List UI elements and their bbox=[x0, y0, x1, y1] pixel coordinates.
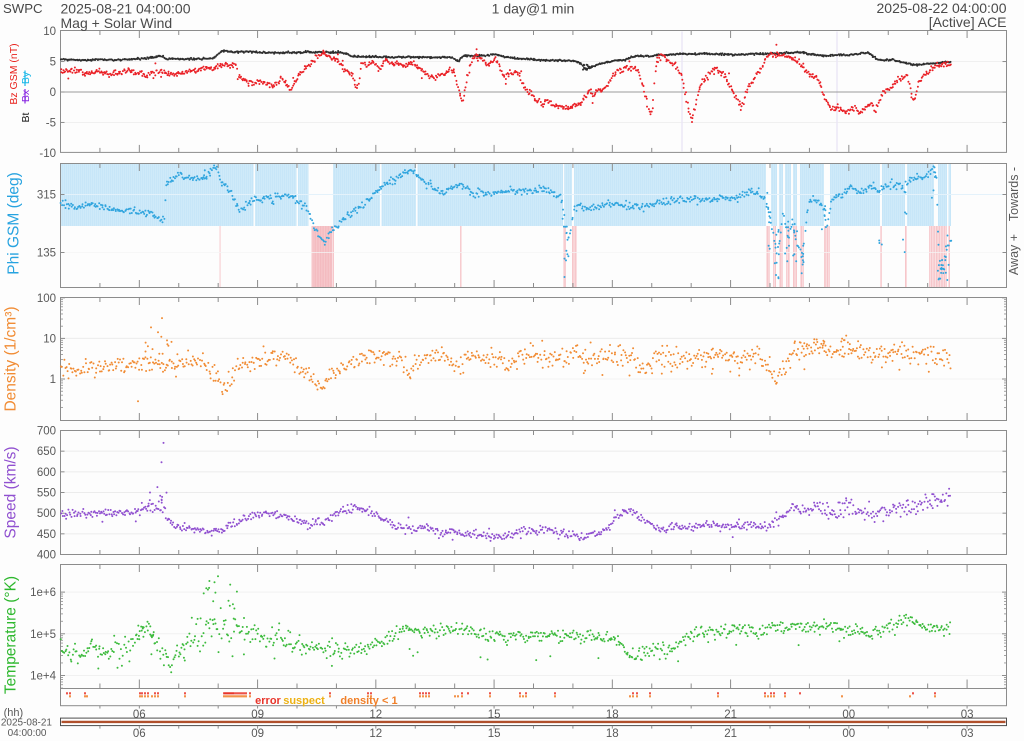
svg-text:1: 1 bbox=[50, 374, 56, 386]
svg-text:315: 315 bbox=[37, 190, 56, 202]
svg-text:Bt: Bt bbox=[20, 112, 32, 122]
svg-text:2025-08-21: 2025-08-21 bbox=[1, 717, 53, 728]
svg-text:500: 500 bbox=[37, 508, 56, 520]
svg-text:12: 12 bbox=[369, 728, 382, 740]
svg-text:550: 550 bbox=[37, 488, 56, 500]
svg-text:Mag + Solar Wind: Mag + Solar Wind bbox=[61, 15, 173, 31]
svg-text:SWPC: SWPC bbox=[3, 1, 43, 16]
svg-text:Away +: Away + bbox=[1007, 234, 1021, 275]
svg-text:09: 09 bbox=[251, 728, 264, 740]
svg-text:450: 450 bbox=[37, 529, 56, 541]
svg-text:2025-08-22 04:00:00: 2025-08-22 04:00:00 bbox=[877, 0, 1007, 16]
svg-text:By: By bbox=[20, 71, 32, 84]
svg-text:03: 03 bbox=[961, 728, 974, 740]
svg-text:1 day@1 min: 1 day@1 min bbox=[492, 1, 575, 17]
svg-text:-10: -10 bbox=[39, 148, 56, 160]
svg-text:10: 10 bbox=[43, 333, 56, 345]
svg-text:06: 06 bbox=[133, 728, 146, 740]
svg-text:suspect: suspect bbox=[283, 695, 325, 707]
svg-text:1e+6: 1e+6 bbox=[30, 587, 56, 599]
svg-text:Temperature (°K): Temperature (°K) bbox=[3, 576, 20, 694]
svg-text:700: 700 bbox=[37, 426, 56, 438]
svg-text:-5: -5 bbox=[46, 118, 56, 130]
svg-text:400: 400 bbox=[37, 550, 56, 562]
svg-text:2025-08-21 04:00:00: 2025-08-21 04:00:00 bbox=[61, 1, 191, 17]
svg-text:21: 21 bbox=[724, 728, 737, 740]
svg-text:1e+5: 1e+5 bbox=[30, 629, 56, 641]
svg-text:Towards -: Towards - bbox=[1007, 167, 1021, 221]
svg-text:(hh): (hh) bbox=[4, 707, 24, 719]
svg-text:Speed (km/s): Speed (km/s) bbox=[3, 446, 20, 538]
svg-text:18: 18 bbox=[606, 728, 619, 740]
svg-text:Bz GSM (nT): Bz GSM (nT) bbox=[8, 43, 20, 104]
svg-text:0: 0 bbox=[50, 87, 56, 99]
svg-text:Density (1/cm³): Density (1/cm³) bbox=[3, 306, 20, 411]
svg-text:Bx: Bx bbox=[20, 89, 32, 102]
svg-text:5: 5 bbox=[50, 57, 56, 69]
svg-text:135: 135 bbox=[37, 248, 56, 260]
svg-text:00: 00 bbox=[842, 728, 855, 740]
svg-text:10: 10 bbox=[43, 26, 56, 38]
svg-text:1e+4: 1e+4 bbox=[30, 671, 57, 683]
svg-text:density < 1: density < 1 bbox=[340, 695, 397, 707]
svg-text:15: 15 bbox=[488, 728, 501, 740]
svg-text:[Active] ACE: [Active] ACE bbox=[929, 14, 1007, 30]
svg-text:650: 650 bbox=[37, 446, 56, 458]
svg-text:600: 600 bbox=[37, 467, 56, 479]
svg-text:04:00:00: 04:00:00 bbox=[8, 728, 47, 739]
svg-text:Phi GSM (deg): Phi GSM (deg) bbox=[5, 172, 22, 275]
svg-text:100: 100 bbox=[37, 293, 56, 305]
svg-text:error: error bbox=[255, 695, 281, 707]
